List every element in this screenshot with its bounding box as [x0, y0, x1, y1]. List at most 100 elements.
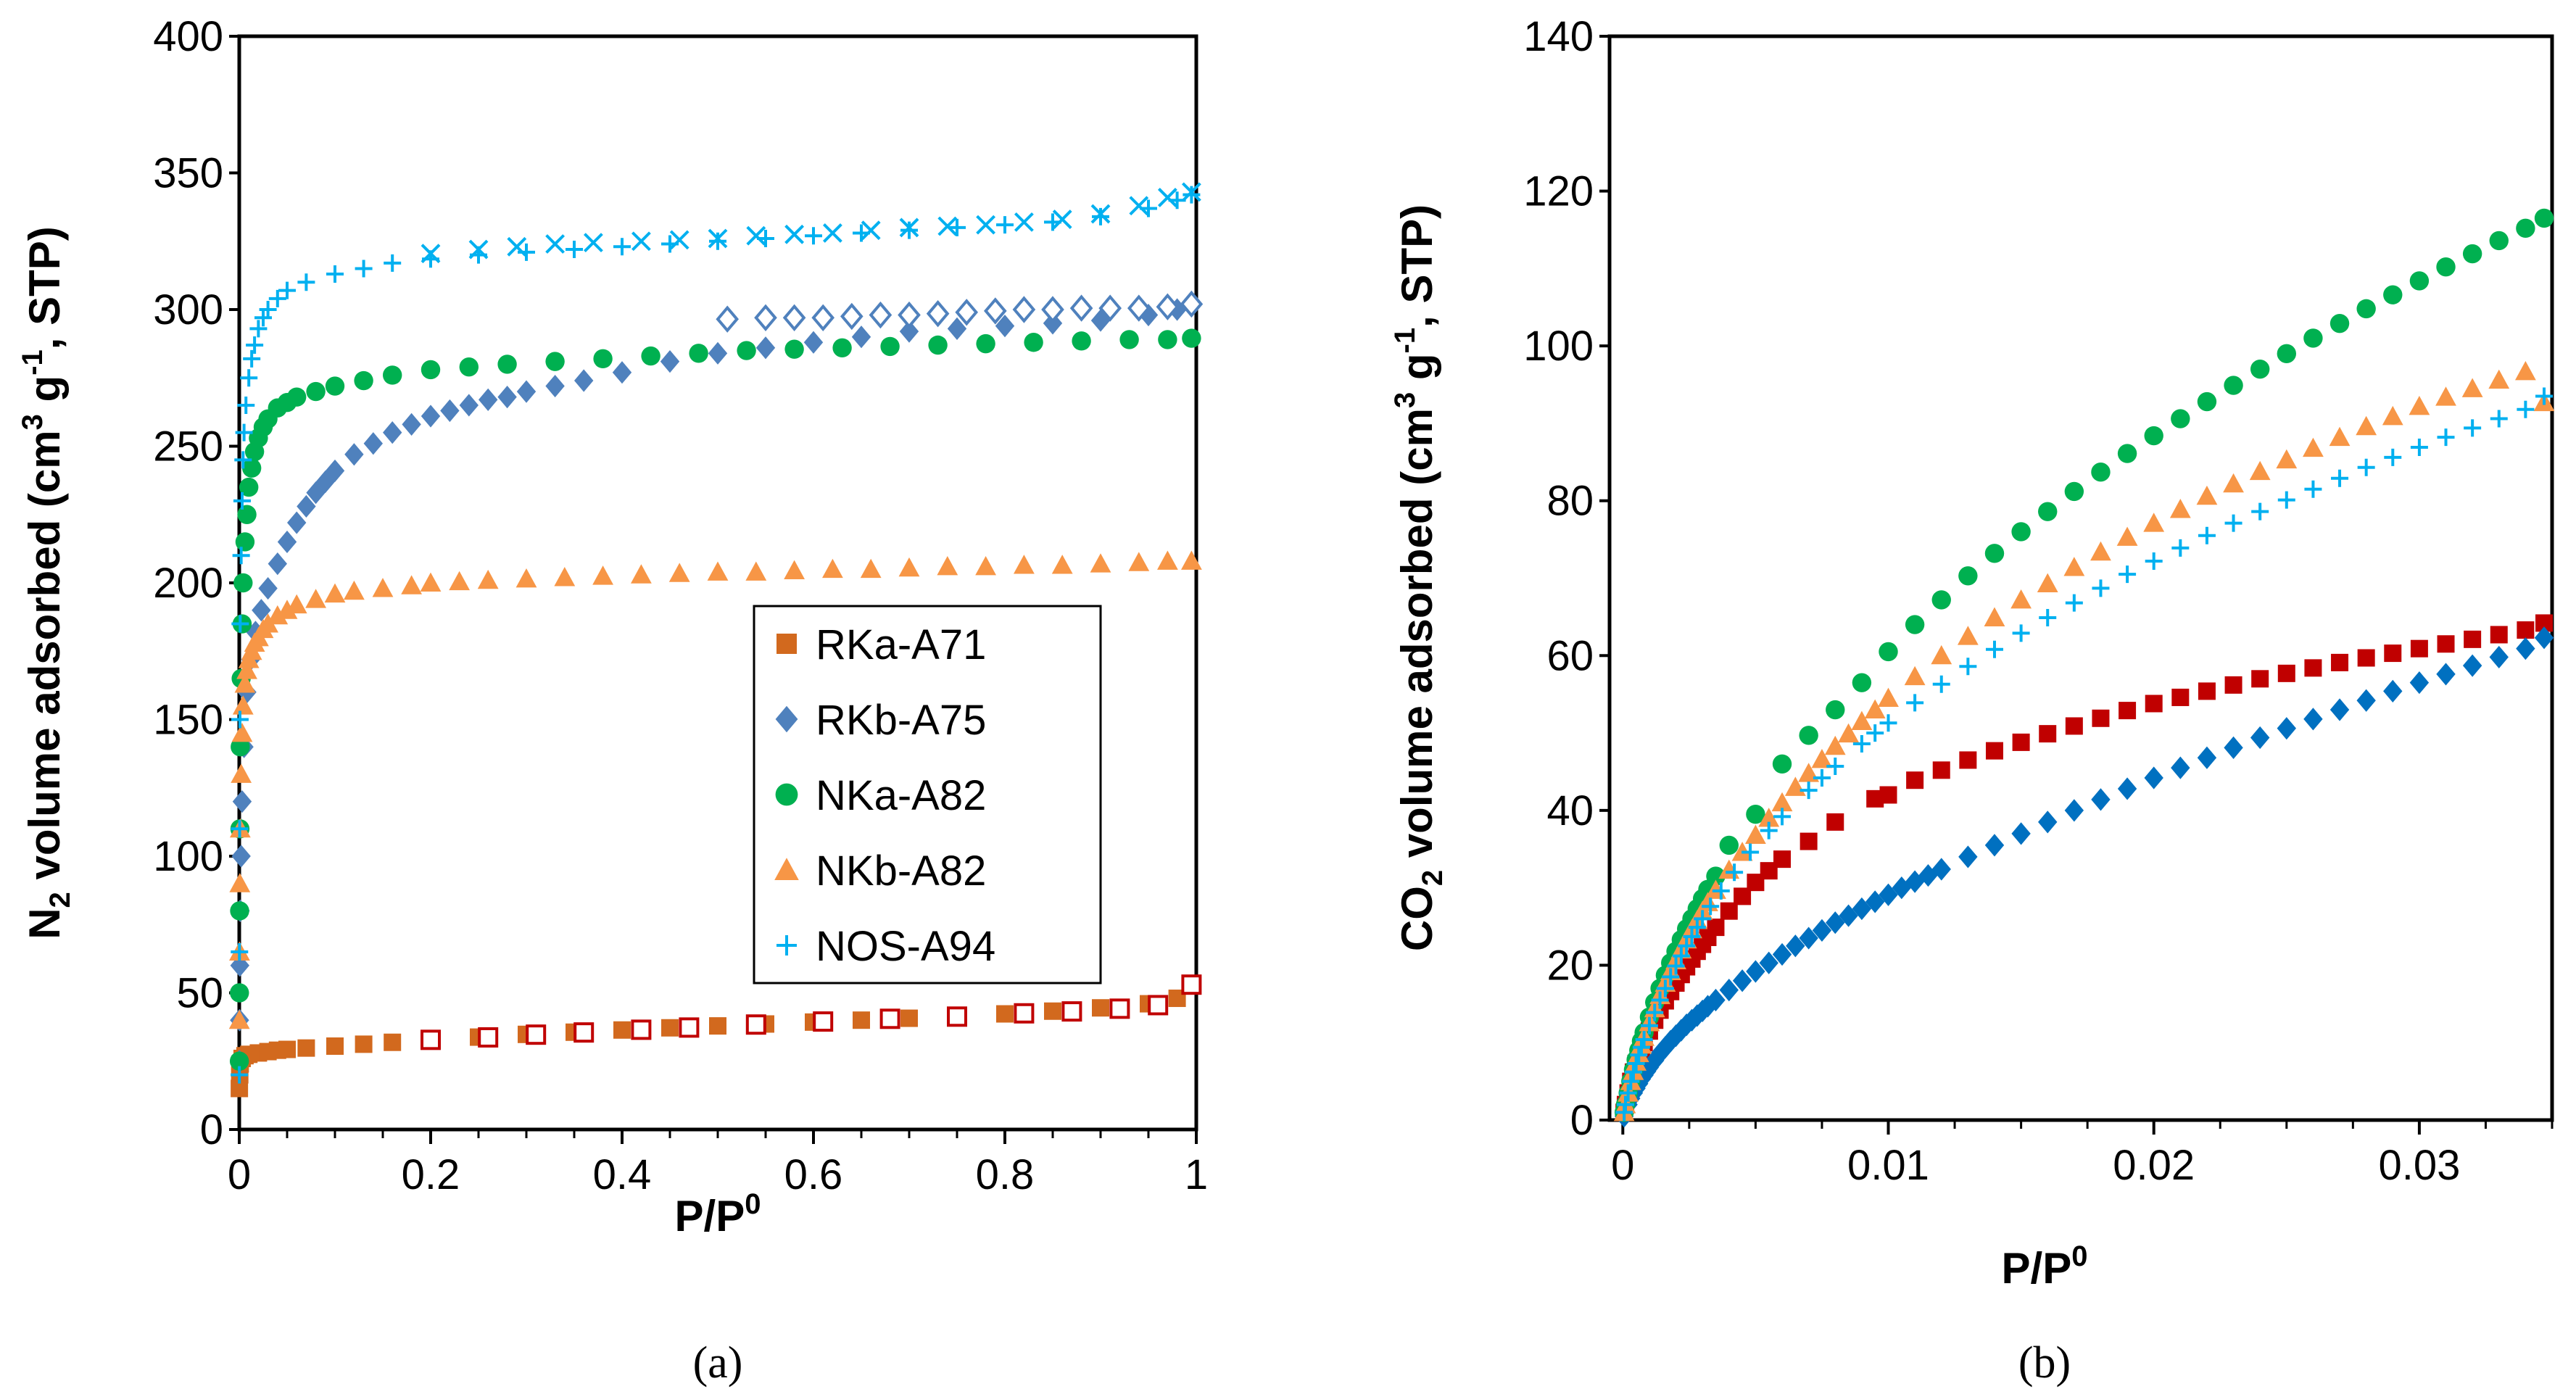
data-point	[1746, 804, 1765, 824]
data-point	[1931, 858, 1951, 881]
data-point	[372, 578, 394, 597]
data-point	[1852, 897, 1872, 921]
data-point	[2384, 644, 2402, 663]
data-point	[477, 569, 499, 589]
data-point	[755, 336, 776, 360]
data-point	[1866, 724, 1884, 742]
data-point	[2409, 271, 2430, 291]
data-point	[325, 376, 345, 396]
data-point	[1904, 666, 1926, 686]
x-tick-label: 0.02	[2113, 1142, 2195, 1189]
data-point	[2489, 645, 2509, 669]
data-point	[1183, 186, 1201, 204]
data-point	[1656, 979, 1674, 998]
data-point	[2065, 594, 2083, 612]
data-point	[2357, 649, 2375, 667]
data-point	[449, 571, 470, 591]
data-point	[1706, 988, 1726, 1012]
data-point	[1182, 328, 1201, 348]
data-point	[1129, 196, 1149, 216]
data-point	[1772, 754, 1792, 774]
data-point	[2145, 695, 2163, 713]
data-point	[926, 299, 950, 328]
data-point	[231, 722, 253, 742]
data-point	[1984, 834, 2005, 857]
data-point	[860, 558, 882, 579]
data-point	[1931, 644, 1952, 665]
data-point	[2462, 654, 2482, 677]
x-axis-label-b-text: P/P	[2002, 1244, 2072, 1293]
data-point	[900, 1009, 918, 1027]
data-point	[2144, 766, 2163, 789]
data-point	[1957, 626, 1979, 645]
data-point	[236, 660, 257, 679]
data-point	[1812, 919, 1832, 942]
data-point	[1706, 866, 1726, 886]
data-point	[840, 302, 864, 331]
data-point	[2198, 526, 2216, 544]
data-point	[1630, 1046, 1648, 1064]
series-nos-a94	[1615, 387, 2554, 1122]
data-point	[612, 361, 632, 384]
data-point	[268, 289, 286, 307]
y-tick-label: 200	[153, 560, 223, 607]
data-point	[2384, 448, 2402, 466]
data-point	[421, 360, 441, 380]
data-point	[2517, 621, 2535, 639]
data-point	[805, 227, 822, 245]
data-point	[1092, 207, 1109, 225]
data-point	[355, 260, 373, 278]
data-point	[1014, 212, 1034, 232]
data-point	[1746, 960, 1765, 983]
legend-a-items: RKa-A71 RKb-A75 NKa-A82 NKb-A82 NOS-A94	[774, 621, 995, 970]
data-point	[2012, 733, 2030, 751]
data-point	[268, 552, 287, 576]
data-point	[1678, 937, 1696, 955]
data-point	[2196, 485, 2218, 505]
data-point	[231, 710, 249, 729]
data-point	[231, 615, 249, 633]
data-point	[545, 352, 565, 371]
y-axis-label-a-part-6: , STP)	[20, 226, 69, 349]
data-point	[898, 301, 921, 329]
data-point	[545, 234, 566, 254]
data-point	[2383, 285, 2403, 304]
data-point	[2329, 698, 2350, 721]
data-point	[880, 336, 900, 357]
data-point	[2409, 396, 2430, 415]
data-point	[1069, 294, 1093, 322]
data-point	[233, 492, 251, 510]
data-point	[440, 399, 460, 423]
data-point	[2144, 426, 2163, 446]
data-point	[898, 557, 920, 577]
data-point	[2010, 589, 2032, 609]
y-axis-ticks-a: 0 50 100 150 200 250 300 350 400	[153, 13, 239, 1153]
x-axis-label-a-text: P/P	[675, 1192, 745, 1240]
data-point	[1958, 845, 1978, 869]
y-tick-label: 80	[1546, 478, 1594, 525]
data-point	[573, 1022, 595, 1043]
panel-label-a: (a)	[693, 1338, 743, 1388]
data-point	[1759, 951, 1778, 974]
data-point	[2197, 391, 2217, 412]
data-point	[1959, 658, 1977, 676]
data-point	[1052, 210, 1072, 230]
data-point	[2534, 208, 2554, 228]
data-point	[2251, 502, 2269, 521]
legend-item: RKa-A71	[776, 621, 986, 668]
data-point	[515, 568, 537, 588]
data-point	[592, 565, 613, 585]
data-point	[1181, 974, 1202, 995]
data-point	[1119, 330, 1139, 349]
data-point	[1772, 942, 1792, 966]
y-axis-label-b-part-3: 3	[1389, 392, 1421, 408]
data-point	[1931, 590, 1951, 610]
data-point	[745, 561, 767, 581]
data-point	[2490, 626, 2508, 644]
y-axis-ticks-b: 0 20 40 60 80 100 120 140	[1523, 13, 1610, 1144]
data-point	[947, 1006, 967, 1027]
data-point	[1906, 694, 1924, 712]
data-point	[1148, 995, 1169, 1016]
data-point	[746, 225, 766, 246]
data-point	[1707, 919, 1725, 937]
